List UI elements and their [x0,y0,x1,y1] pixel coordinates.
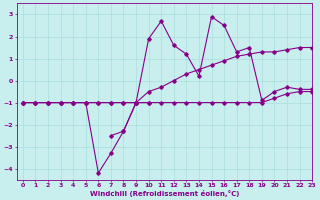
X-axis label: Windchill (Refroidissement éolien,°C): Windchill (Refroidissement éolien,°C) [90,190,239,197]
